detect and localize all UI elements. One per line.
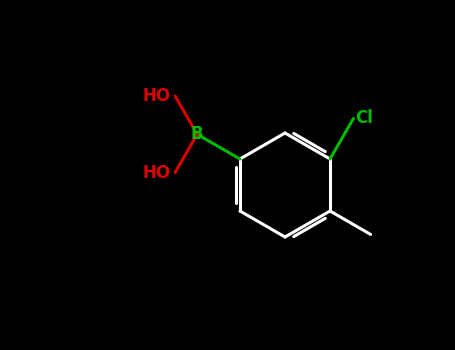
Text: B: B xyxy=(191,125,203,143)
Text: HO: HO xyxy=(143,87,171,105)
Text: Cl: Cl xyxy=(355,110,373,127)
Text: HO: HO xyxy=(143,163,171,182)
